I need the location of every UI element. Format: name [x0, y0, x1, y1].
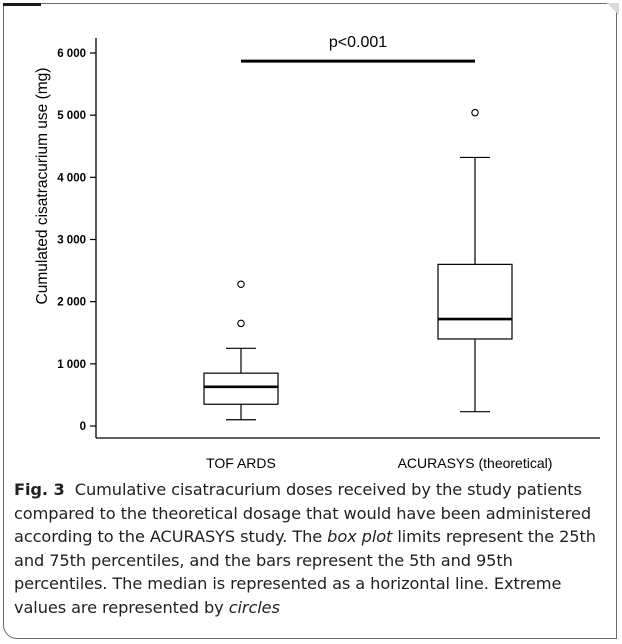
- caption-emphasis-circles: circles: [228, 597, 280, 617]
- x-axis-categories: TOF ARDS ACURASYS (theoretical): [206, 455, 552, 471]
- corner-fold-accent: [607, 3, 619, 15]
- figure-panel: [3, 3, 617, 639]
- outlier-point: [471, 108, 479, 117]
- y-tick-label: 6 000: [57, 48, 86, 60]
- figure-caption: Fig. 3 Cumulative cisatracurium doses re…: [14, 478, 608, 619]
- box-plot-chart: 0 1 000 2 000 3 000 4 000 5 000 6 000 Cumulate…: [34, 34, 600, 471]
- figure-label: Fig. 3: [14, 480, 65, 499]
- box-group-acurasys: [437, 108, 513, 413]
- x-category-label: TOF ARDS: [206, 455, 276, 471]
- y-tick-label: 4 000: [57, 172, 86, 184]
- p-value-label: p<0.001: [329, 34, 387, 51]
- y-tick-label: 2 000: [57, 297, 86, 309]
- y-tick-label: 0: [80, 421, 86, 433]
- significance-annotation: p<0.001: [241, 34, 475, 63]
- plot-axes: [95, 38, 600, 439]
- caption-emphasis-box-plot: box plot: [327, 527, 393, 546]
- y-axis-label: Cumulated cisatracurium use (mg): [34, 68, 51, 305]
- caption-text-1: Cumulative cisatracurium doses received …: [14, 480, 591, 546]
- box-series: [203, 108, 513, 421]
- y-tick-label: 5 000: [57, 110, 86, 122]
- top-accent-bar: [3, 3, 41, 6]
- box-group-tof-ards: [203, 280, 279, 421]
- outlier-point: [237, 280, 245, 289]
- y-axis-ticks: 0 1 000 2 000 3 000 4 000 5 000 6 000: [57, 48, 96, 433]
- iqr-box: [203, 372, 279, 405]
- y-tick-label: 1 000: [57, 359, 86, 371]
- caption-text-2: limits represent the 25th and 75th perce…: [14, 527, 596, 617]
- outlier-point: [237, 319, 245, 328]
- x-category-label: ACURASYS (theoretical): [398, 455, 553, 471]
- iqr-box: [437, 263, 513, 340]
- y-tick-label: 3 000: [57, 235, 86, 247]
